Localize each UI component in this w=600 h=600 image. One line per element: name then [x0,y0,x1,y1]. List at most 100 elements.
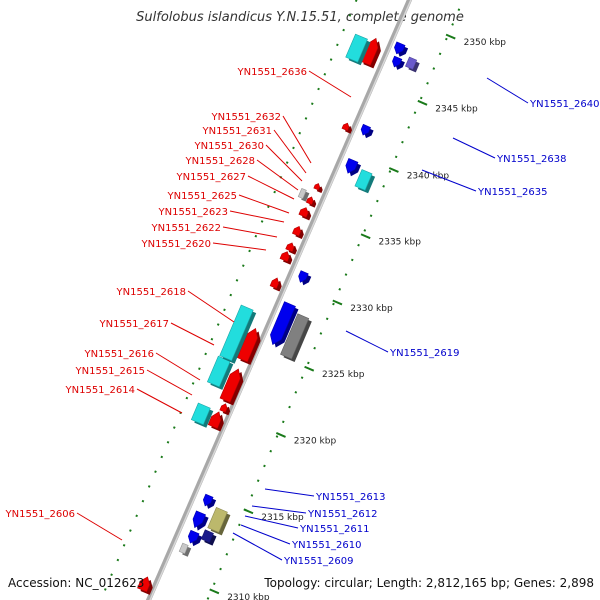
callout-forward-6: YN1551_2620 [141,239,212,250]
gene-2609 [178,542,189,555]
scale-marker-5 [360,233,371,240]
gene-2627 [298,207,309,218]
callout-forward-11: YN1551_2628 [185,156,256,167]
accession-text: Accession: NC_012623 [8,576,145,590]
gene-2630 [297,188,307,199]
left-tick-track [104,0,358,591]
scale-marker-4 [332,299,343,306]
gene-2625 [292,225,302,237]
scale-marker-1 [243,508,254,515]
callout-forward-line-10 [247,175,295,200]
gene-2635-cyan [354,169,373,191]
gene-2617 [236,328,258,363]
callout-forward-14: YN1551_2632 [211,112,282,123]
callout-reverse-8: YN1551_2640 [529,99,600,110]
gene-2614 [207,411,222,429]
gene-2631 [313,183,321,191]
genome-backbone [145,0,413,600]
gene-2628 [305,196,314,205]
genome-backbone-highlight [149,0,412,600]
scale-label-5: 2335 kbp [379,238,422,248]
callout-forward-line-3 [155,352,201,381]
callout-reverse-5: YN1551_2619 [389,348,460,359]
gene-2609-shadow [182,546,192,557]
callout-reverse-line-2 [244,515,299,529]
scale-marker-0 [209,588,220,595]
callout-reverse-7: YN1551_2638 [496,154,567,165]
gene-2619-grey [280,313,310,360]
gene-2612-olive [207,507,228,533]
gene-2635 [345,158,359,174]
gene-2614b [219,403,228,413]
gene-2636-cyan [345,33,368,63]
callout-reverse-line-4 [264,488,315,497]
callout-forward-line-0 [76,512,123,541]
callout-reverse-line-0 [232,532,283,561]
callout-forward-13: YN1551_2631 [202,126,273,137]
callout-forward-line-1 [136,388,183,414]
callout-forward-2: YN1551_2615 [75,366,146,377]
callout-forward-4: YN1551_2617 [99,319,170,330]
gene-2640a [392,55,403,68]
gene-2638 [360,123,371,136]
scale-marker-6 [388,167,399,173]
callout-reverse-line-3 [251,505,307,514]
callout-reverse-line-8 [486,77,529,104]
callout-reverse-line-1 [240,524,291,545]
gene-2630-shadow [301,191,310,202]
callout-forward-3: YN1551_2616 [84,349,155,360]
scale-marker-7 [417,99,428,106]
gene-2614-cyan [190,402,211,426]
callout-forward-line-8 [229,210,285,223]
gene-2640 [394,41,406,55]
callout-reverse-4: YN1551_2613 [315,492,386,503]
genome-title: Sulfolobus islandicus Y.N.15.51, complet… [136,10,464,25]
callout-forward-line-2 [146,369,193,396]
callout-forward-0: YN1551_2606 [5,509,76,520]
scale-marker-8 [445,33,456,40]
callout-forward-line-5 [187,290,235,323]
scale-label-4: 2330 kbp [350,304,393,314]
callout-forward-line-11 [256,159,299,191]
callout-forward-line-12 [265,144,303,182]
callout-reverse-1: YN1551_2610 [291,540,362,551]
callout-reverse-0: YN1551_2609 [283,556,354,567]
callout-forward-line-9 [238,194,290,214]
scale-label-3: 2325 kbp [322,370,365,380]
callout-forward-5: YN1551_2618 [116,287,187,298]
callout-forward-15: YN1551_2636 [237,67,308,78]
gene-2623 [285,242,295,253]
callout-reverse-6: YN1551_2635 [477,187,548,198]
gene-2632 [341,122,350,132]
gene-2612 [192,510,206,529]
callout-forward-1: YN1551_2614 [65,385,136,396]
callout-forward-line-6 [212,242,267,251]
gene-2619 [270,301,296,345]
callout-forward-8: YN1551_2623 [158,207,229,218]
callout-reverse-2: YN1551_2611 [299,524,370,535]
callout-forward-7: YN1551_2622 [151,223,222,234]
scale-marker-2 [275,432,286,438]
gene-2620 [269,277,280,289]
callout-forward-line-13 [273,129,307,174]
callout-forward-line-4 [170,322,215,346]
gene-2640-violet [405,56,418,70]
scale-label-6: 2340 kbp [407,172,450,182]
scale-label-1: 2315 kbp [261,513,304,523]
callout-forward-line-15 [308,70,352,98]
callout-forward-line-7 [222,226,278,238]
callout-forward-9: YN1551_2625 [167,191,238,202]
scale-label-7: 2345 kbp [435,104,478,114]
callout-reverse-line-7 [452,137,496,159]
gene-2613 [202,493,214,507]
callout-forward-line-14 [282,115,312,164]
scale-label-0: 2310 kbp [227,593,270,600]
gene-2619a [298,270,309,283]
scale-label-2: 2320 kbp [294,436,337,446]
callout-reverse-3: YN1551_2612 [307,509,378,520]
callout-forward-10: YN1551_2627 [176,172,247,183]
callout-reverse-line-5 [345,330,389,353]
gene-2622 [279,251,290,262]
gene-2615 [219,368,241,403]
